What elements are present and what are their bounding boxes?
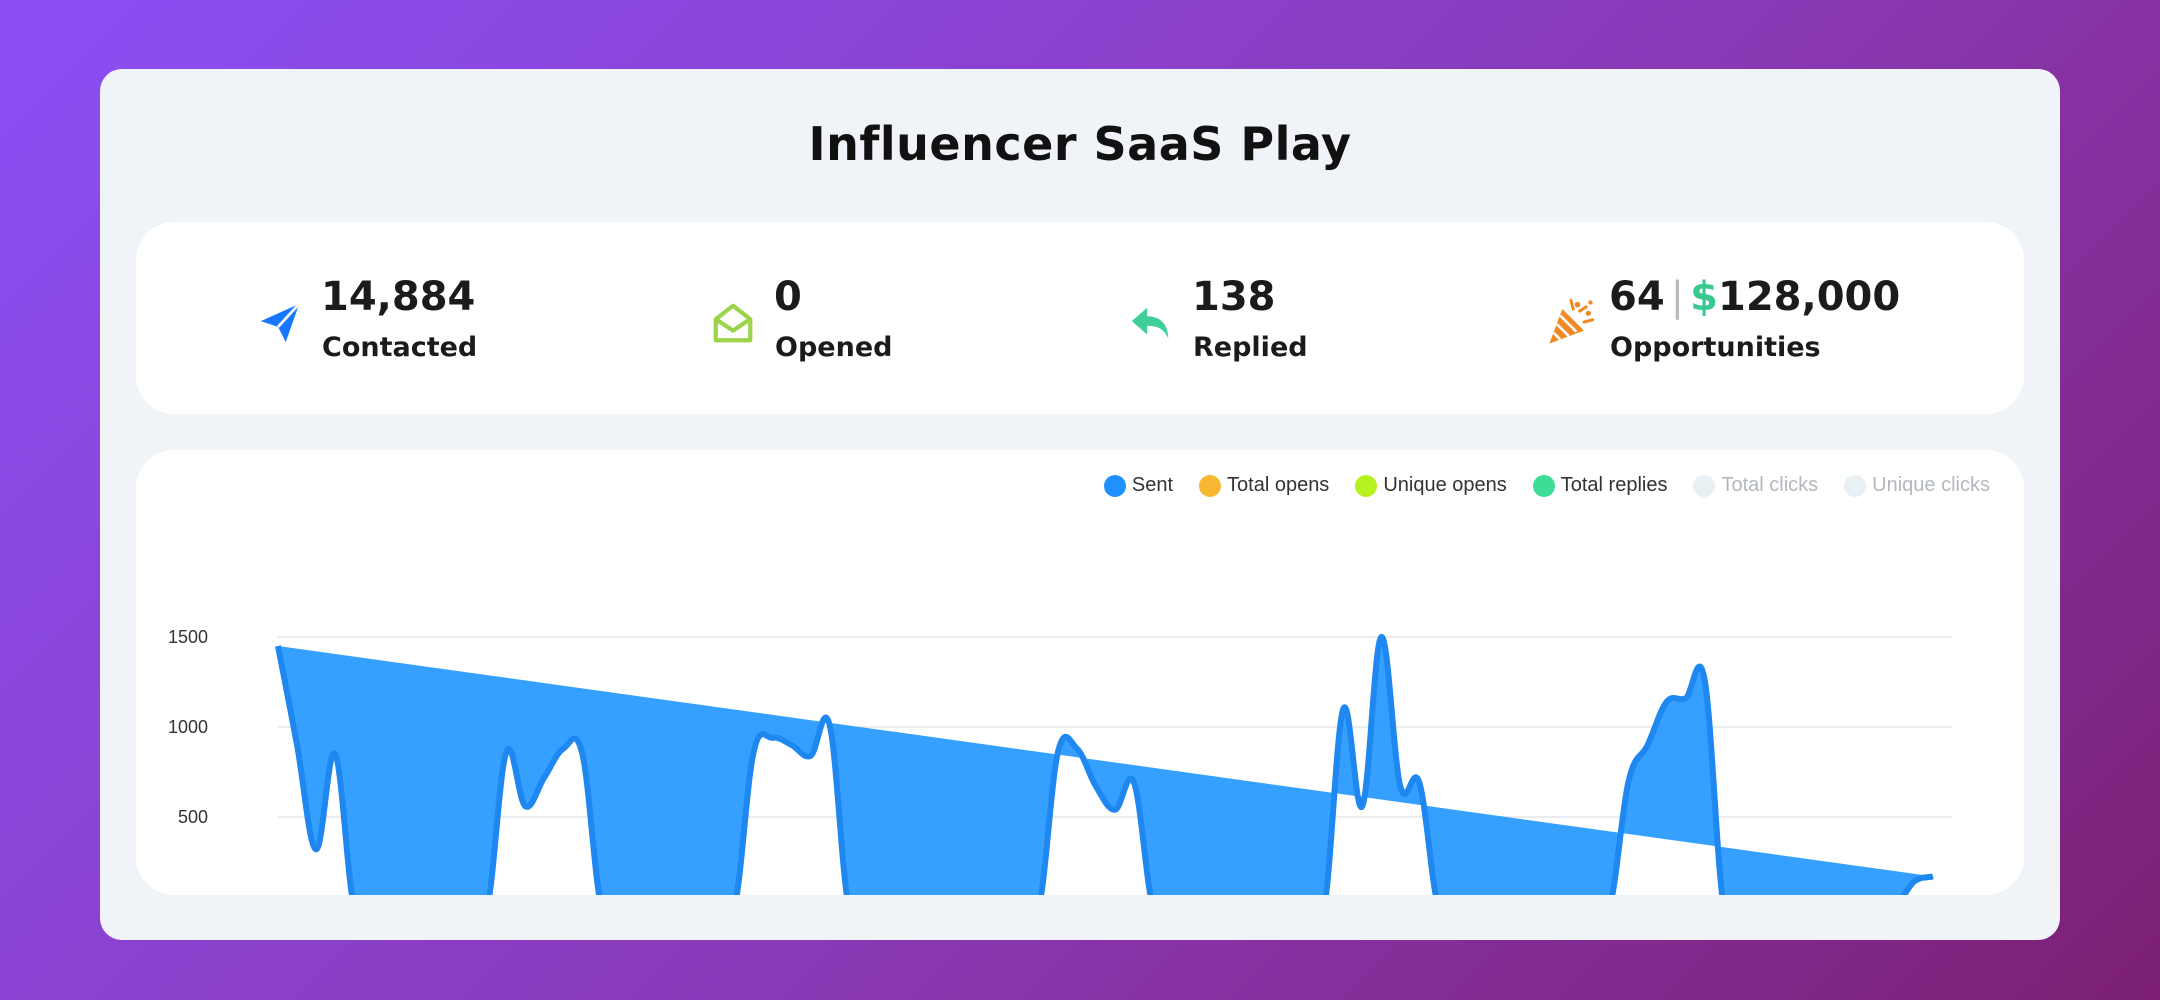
- legend-label: Total opens: [1227, 474, 1330, 496]
- y-tick-label: 500: [178, 807, 208, 827]
- legend-label: Total replies: [1560, 474, 1668, 496]
- campaign-card: Influencer SaaS Play 14,884 Contacted 0 …: [100, 69, 2060, 940]
- opportunities-value: 64 | $128,000: [1609, 274, 1900, 320]
- legend-item-total-replies[interactable]: Total replies: [1532, 474, 1668, 497]
- contacted-label: Contacted: [322, 332, 478, 363]
- opportunities-label: Opportunities: [1610, 332, 1821, 363]
- reply-arrow-icon: [1131, 307, 1169, 339]
- sent-line: [275, 633, 1934, 895]
- replied-label: Replied: [1193, 332, 1308, 363]
- legend-dot: [1844, 474, 1867, 497]
- opportunities-amount: 128,000: [1718, 274, 1901, 320]
- legend-item-total-clicks[interactable]: Total clicks: [1693, 474, 1818, 497]
- opened-count: 0: [774, 274, 802, 320]
- legend-item-total-opens[interactable]: Total opens: [1199, 474, 1329, 497]
- open-envelope-icon: [713, 303, 753, 343]
- legend-label: Unique opens: [1383, 474, 1507, 496]
- replied-count: 138: [1192, 274, 1276, 320]
- legend-label: Sent: [1131, 474, 1174, 496]
- opened-label: Opened: [775, 332, 893, 363]
- legend-dot: [1199, 474, 1222, 497]
- legend-dot: [1693, 474, 1716, 497]
- sent-area-chart: 05001000150016 Aug24 Aug01 Sep08 Sep16 S…: [168, 627, 1952, 895]
- legend-item-sent[interactable]: Sent: [1103, 474, 1174, 497]
- legend-label: Total clicks: [1721, 474, 1819, 496]
- y-tick-label: 1000: [168, 717, 208, 737]
- legend-dot: [1532, 474, 1555, 497]
- chart-legend: Sent Total opens Unique opens Total replies…: [1103, 474, 1990, 497]
- chart-panel: Sent Total opens Unique opens Total replies…: [136, 450, 2024, 895]
- party-popper-icon: [1549, 298, 1595, 344]
- legend-item-unique-clicks[interactable]: Unique clicks: [1844, 474, 1990, 497]
- legend-dot: [1103, 474, 1126, 497]
- y-tick-label: 1500: [168, 627, 208, 647]
- opportunities-count: 64: [1609, 274, 1665, 320]
- paper-plane-icon: [260, 302, 301, 343]
- currency-symbol: $: [1690, 274, 1718, 320]
- legend-dot: [1355, 474, 1378, 497]
- value-separator: |: [1670, 274, 1685, 320]
- contacted-count: 14,884: [321, 274, 476, 320]
- page-title: Influencer SaaS Play: [808, 117, 1352, 171]
- legend-item-unique-opens[interactable]: Unique opens: [1355, 474, 1507, 497]
- sent-area: [278, 636, 1933, 895]
- legend-label: Unique clicks: [1872, 474, 1990, 496]
- stats-panel: 14,884 Contacted 0 Opened 138 Replied: [136, 222, 2024, 414]
